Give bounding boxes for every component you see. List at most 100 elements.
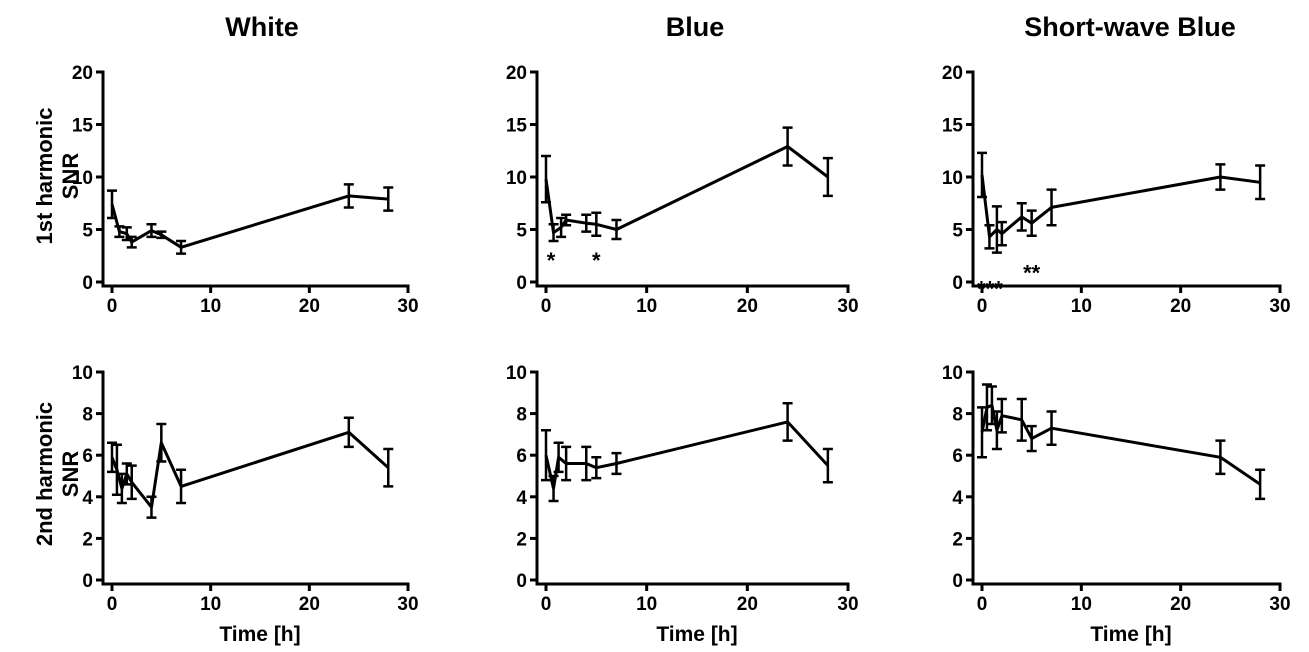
x-tick-label: 30 [1269,594,1290,615]
y-tick-label: 6 [516,446,527,467]
error-bar [556,216,567,239]
error-bar [977,406,987,459]
x-tick-label: 30 [1269,296,1290,317]
error-bar [782,401,793,442]
y-tick-label: 20 [942,63,963,84]
error-bar [986,385,997,426]
error-bar [553,441,564,474]
error-bar [981,383,992,432]
y-tick-label: 0 [516,571,527,592]
error-bar [541,428,551,482]
error-bar [107,441,117,474]
y-tick-label: 4 [516,488,527,509]
row-label-2nd-harmonic: 2nd harmonic [32,402,57,546]
x-axis-label: Time [h] [1090,623,1171,646]
x-tick-label: 10 [1071,594,1092,615]
error-bar [1046,410,1057,447]
error-bar [1026,424,1037,453]
x-tick-label: 10 [636,296,657,317]
error-bar [996,220,1007,247]
y-tick-label: 0 [516,273,527,294]
panel-1-2: 0 5 10 15 20 0 10 20 30 * * [506,63,859,317]
y-tick-label: 8 [516,405,527,426]
error-bar [121,462,132,486]
x-tick-label: 10 [200,296,221,317]
x-tick-label: 30 [397,296,418,317]
error-bar [343,183,354,209]
error-bar [126,235,137,249]
y-tick-label: 5 [82,221,93,242]
x-tick-label: 30 [837,594,858,615]
significance-annotation: ** [1023,261,1041,286]
x-tick-label: 10 [636,594,657,615]
y-tick-label: 0 [82,273,93,294]
x-tick-label: 10 [1071,296,1092,317]
y-tick-label: 6 [952,446,963,467]
y-tick-label: 5 [952,221,963,242]
error-bar [1255,468,1266,501]
error-bar [1026,209,1037,238]
error-bar [1215,163,1226,191]
y-tick-label: 2 [82,529,93,550]
panel-2-1: 0 2 4 6 8 10 0 10 20 30 Time [h] [72,363,419,646]
series-line [544,145,829,235]
y-tick-label: 4 [952,488,963,509]
x-axis-label: Time [h] [219,623,300,646]
row-label-2nd-harmonic-snr: SNR [58,451,83,498]
x-tick-label: 20 [299,594,320,615]
y-tick-label: 2 [952,529,963,550]
x-tick-label: 0 [107,296,118,317]
y-tick-label: 15 [72,116,94,137]
error-bar [383,186,394,212]
x-tick-label: 20 [737,296,758,317]
error-bar [126,464,137,501]
x-tick-label: 0 [107,594,118,615]
series-line [980,403,1261,486]
error-bar [1255,164,1266,201]
x-tick-label: 20 [1170,594,1191,615]
y-tick-label: 20 [72,63,93,84]
error-bar [116,472,127,505]
series-line [980,174,1261,239]
row-labels: 1st harmonic SNR 2nd harmonic SNR [32,108,83,547]
error-bar [581,213,592,233]
column-title-white: White [225,12,299,42]
y-tick-label: 10 [72,168,93,189]
error-bar [1215,439,1226,476]
error-bar [548,474,559,503]
error-bar [561,213,572,227]
error-bar [984,224,995,250]
significance-annotation: *** [977,276,1003,301]
y-tick-label: 10 [506,168,527,189]
y-tick-label: 0 [952,273,963,294]
error-bar [611,218,622,241]
significance-annotation: * [547,248,556,273]
y-tick-label: 10 [942,168,963,189]
error-bar [548,223,559,243]
error-bar [343,416,354,449]
x-tick-label: 0 [977,296,988,317]
x-tick-label: 20 [737,594,758,615]
panel-1-1: 0 5 10 15 20 0 10 20 30 [72,63,419,317]
y-tick-label: 0 [82,571,93,592]
y-tick-label: 10 [942,363,963,384]
error-bar [156,422,167,463]
error-bar [176,239,187,255]
row-label-1st-harmonic: 1st harmonic [32,108,57,245]
error-bar [111,443,122,496]
y-tick-label: 8 [82,405,93,426]
error-bar [822,156,833,198]
error-bar [383,447,394,488]
error-bar [996,397,1007,434]
x-axis-label: Time [h] [656,623,737,646]
y-tick-label: 4 [82,488,93,509]
x-tick-label: 20 [299,296,320,317]
y-tick-label: 20 [506,63,527,84]
x-tick-label: 20 [1170,296,1191,317]
y-tick-label: 10 [72,363,93,384]
error-bar [822,447,833,484]
error-bar [561,445,572,482]
error-bar [991,410,1002,451]
